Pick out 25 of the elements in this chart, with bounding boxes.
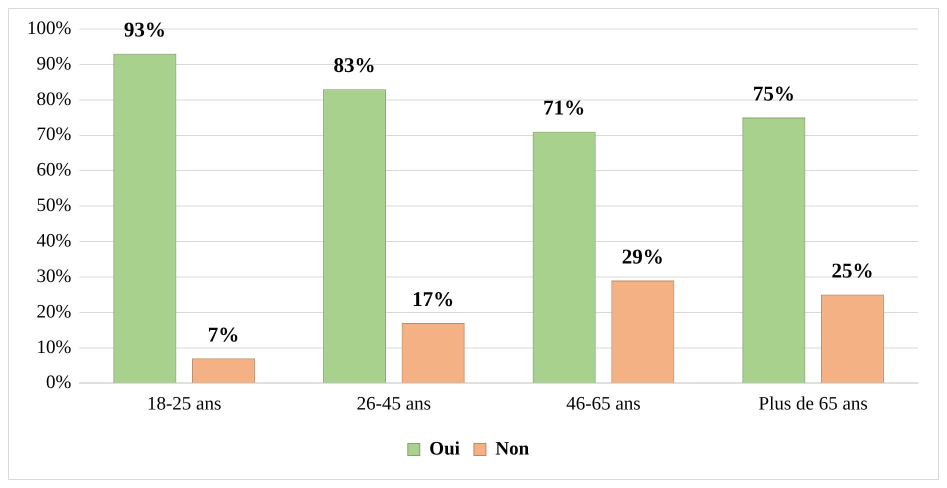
x-tick-label: 18-25 ans	[146, 394, 222, 415]
y-tick-label: 40%	[36, 230, 72, 252]
legend-label: Non	[495, 438, 530, 460]
x-tick-label: Plus de 65 ans	[758, 394, 868, 415]
data-label: 7%	[208, 322, 240, 346]
y-tick-label: 70%	[36, 124, 72, 146]
y-tick-label: 90%	[36, 53, 72, 74]
y-tick-label: 80%	[36, 88, 72, 110]
data-label: 71%	[543, 96, 586, 120]
y-tick-label: 50%	[36, 195, 72, 216]
y-tick-label: 30%	[36, 266, 72, 287]
y-tick-label: 100%	[27, 18, 72, 39]
data-label: 75%	[752, 81, 795, 106]
data-label: 25%	[831, 258, 874, 283]
y-tick-label: 60%	[36, 160, 72, 181]
x-tick-label: 26-45 ans	[356, 394, 432, 415]
data-label: 83%	[334, 53, 376, 78]
data-label: 29%	[622, 244, 664, 268]
x-tick-label: 46-65 ans	[566, 394, 641, 415]
y-tick-label: 20%	[36, 301, 72, 322]
y-tick-label: 0%	[46, 372, 72, 394]
y-tick-label: 10%	[36, 336, 72, 358]
data-label: 17%	[412, 286, 454, 311]
legend-label: Oui	[429, 438, 460, 460]
data-label: 93%	[124, 18, 166, 42]
